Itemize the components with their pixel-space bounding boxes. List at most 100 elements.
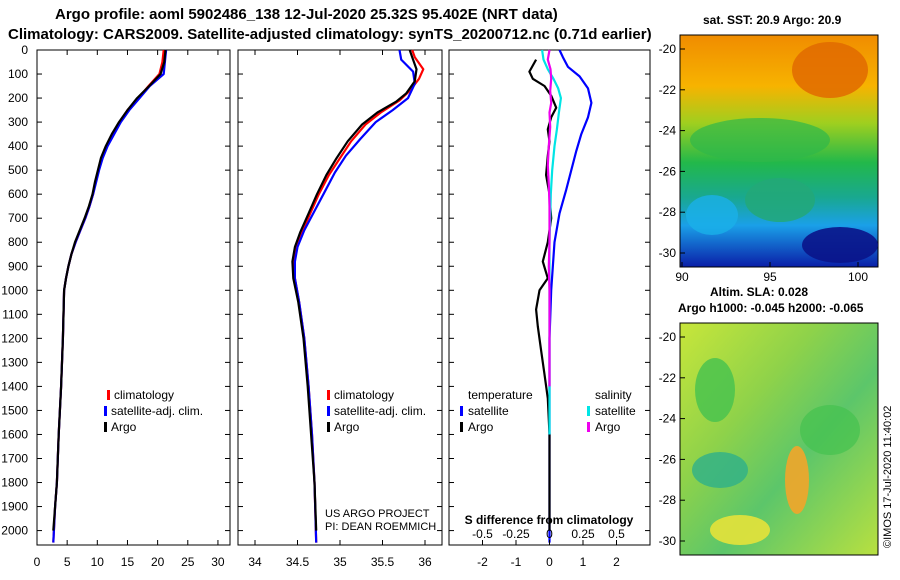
x-tick-label-salinity: 0.5 — [608, 527, 625, 541]
x-tick-label: 35 — [333, 555, 347, 569]
legend-temperature-panel: climatology satellite-adj. clim. Argo — [104, 388, 203, 434]
series-line-argo — [291, 49, 418, 531]
map-lat-label: -20 — [659, 42, 677, 56]
imos-footer: ©IMOS 17-Jul-2020 11:40:02 — [882, 405, 894, 548]
map-lat-label: -26 — [659, 452, 677, 466]
x-tick-label: 20 — [151, 555, 165, 569]
sst-teal-patch — [745, 178, 815, 222]
legend-swatch-argo — [327, 422, 330, 432]
map-lat-label: -20 — [659, 330, 677, 344]
map-lat-label: -26 — [659, 164, 677, 178]
series-line-argo — [52, 49, 167, 531]
series-line-salinity-argo — [546, 49, 553, 387]
map-lat-label: -28 — [659, 205, 677, 219]
sst-cold-patch — [802, 227, 878, 263]
map-lat-label: -24 — [659, 124, 677, 138]
legend-salinity-panel: climatology satellite-adj. clim. Argo — [327, 388, 426, 434]
map-lat-label: -30 — [659, 246, 677, 260]
depth-tick-label: 1900 — [1, 500, 28, 514]
x-tick-label: 25 — [181, 555, 195, 569]
depth-tick-label: 0 — [21, 43, 28, 57]
series-line-satellite-adj-clim- — [52, 49, 168, 543]
x-tick-label-salinity: -0.25 — [502, 527, 530, 541]
depth-tick-label: 200 — [8, 91, 28, 105]
depth-tick-label: 1300 — [1, 355, 28, 369]
map-lat-label: -22 — [659, 83, 677, 97]
x-tick-label: 0 — [34, 555, 41, 569]
map-lat-label: -24 — [659, 412, 677, 426]
difference-axis-label: S difference from climatology — [465, 513, 634, 527]
series-line-temperature-argo — [528, 59, 558, 531]
legend-label-temperature: temperature — [468, 388, 533, 402]
x-tick-label-temperature: 0 — [546, 555, 553, 569]
x-tick-label-salinity: -0.5 — [472, 527, 493, 541]
map-lon-label: 100 — [848, 270, 868, 284]
legend-label-argo: Argo — [111, 420, 137, 434]
x-tick-label: 35.5 — [371, 555, 395, 569]
legend-label-argo: Argo — [334, 420, 360, 434]
sla-green-patch — [695, 358, 735, 422]
sla-map-title: Altim. SLA: 0.028 — [710, 285, 809, 299]
depth-tick-label: 300 — [8, 115, 28, 129]
salinity-panel: 34 34.5 35 35.5 36 — [237, 49, 443, 569]
x-tick-label: 30 — [211, 555, 225, 569]
depth-tick-label: 400 — [8, 139, 28, 153]
depth-tick-label: 2000 — [1, 524, 28, 538]
credit-project: US ARGO PROJECT — [325, 508, 430, 520]
legend-swatch-argo — [104, 422, 107, 432]
x-tick-label-temperature: -1 — [511, 555, 522, 569]
figure-title-line1: Argo profile: aoml 5902486_138 12-Jul-20… — [55, 6, 558, 23]
legend-swatch-temp-argo — [460, 422, 463, 432]
sst-map: -20 -22 -24 -26 -28 -30 90 95 100 — [659, 34, 879, 284]
series-line-climatology — [52, 49, 165, 543]
map-lon-label: 90 — [675, 270, 689, 284]
sst-cyan-patch — [686, 195, 738, 235]
depth-tick-label: 1600 — [1, 427, 28, 441]
x-tick-label: 34.5 — [286, 555, 310, 569]
depth-tick-label: 1700 — [1, 451, 28, 465]
x-tick-label: 5 — [64, 555, 71, 569]
depth-tick-label: 900 — [8, 259, 28, 273]
figure-title-line2: Climatology: CARS2009. Satellite-adjuste… — [8, 26, 652, 43]
map-lat-label: -22 — [659, 371, 677, 385]
legend-label-satellite-adj: satellite-adj. clim. — [334, 404, 426, 418]
plot-frame — [237, 49, 443, 546]
legend-swatch-satellite-adj — [327, 406, 330, 416]
legend-swatch-satellite-adj — [104, 406, 107, 416]
depth-tick-label: 1000 — [1, 283, 28, 297]
depth-tick-label: 600 — [8, 187, 28, 201]
x-tick-label: 34 — [248, 555, 262, 569]
sst-map-title: sat. SST: 20.9 Argo: 20.9 — [703, 13, 842, 27]
difference-panel: -2 -1 0 1 2 -0.5 -0.25 0 0.25 0.5S difference fro… — [448, 49, 651, 569]
legend-swatch-temp-satellite — [460, 406, 463, 416]
legend-label-sal-satellite: satellite — [595, 404, 636, 418]
legend-label-climatology: climatology — [334, 388, 394, 402]
legend-swatch-sal-argo — [587, 422, 590, 432]
map-lon-label: 95 — [763, 270, 777, 284]
x-tick-label-temperature: 1 — [580, 555, 587, 569]
sla-map: -20 -22 -24 -26 -28 -30 — [659, 322, 879, 556]
sla-map-subtitle: Argo h1000: -0.045 h2000: -0.065 — [678, 301, 864, 315]
sst-green-patch — [690, 118, 830, 162]
legend-swatch-climatology — [107, 390, 110, 400]
x-tick-label-salinity: 0.25 — [571, 527, 595, 541]
legend-label-sal-argo: Argo — [595, 420, 621, 434]
x-tick-label-temperature: 2 — [613, 555, 620, 569]
depth-tick-label: 1500 — [1, 403, 28, 417]
depth-tick-label: 1100 — [2, 307, 28, 321]
legend-label-satellite-adj: satellite-adj. clim. — [111, 404, 203, 418]
x-tick-label: 15 — [121, 555, 135, 569]
legend-label-climatology: climatology — [114, 388, 174, 402]
plot-frame — [36, 49, 231, 546]
sla-green-patch — [800, 405, 860, 455]
sla-teal-patch — [692, 452, 748, 488]
sst-warm-patch — [792, 42, 868, 98]
temperature-panel: 0 5 10 15 20 25 30 — [34, 49, 231, 569]
depth-axis: 0 100 200 300 400 500 600 700 800 900 1000 1100 1200… — [1, 43, 28, 538]
map-lat-label: -30 — [659, 534, 677, 548]
sla-warm-patch — [785, 446, 809, 514]
legend-label-temp-satellite: satellite — [468, 404, 509, 418]
x-tick-label-salinity: 0 — [546, 527, 553, 541]
sla-yellow-patch — [710, 515, 770, 545]
